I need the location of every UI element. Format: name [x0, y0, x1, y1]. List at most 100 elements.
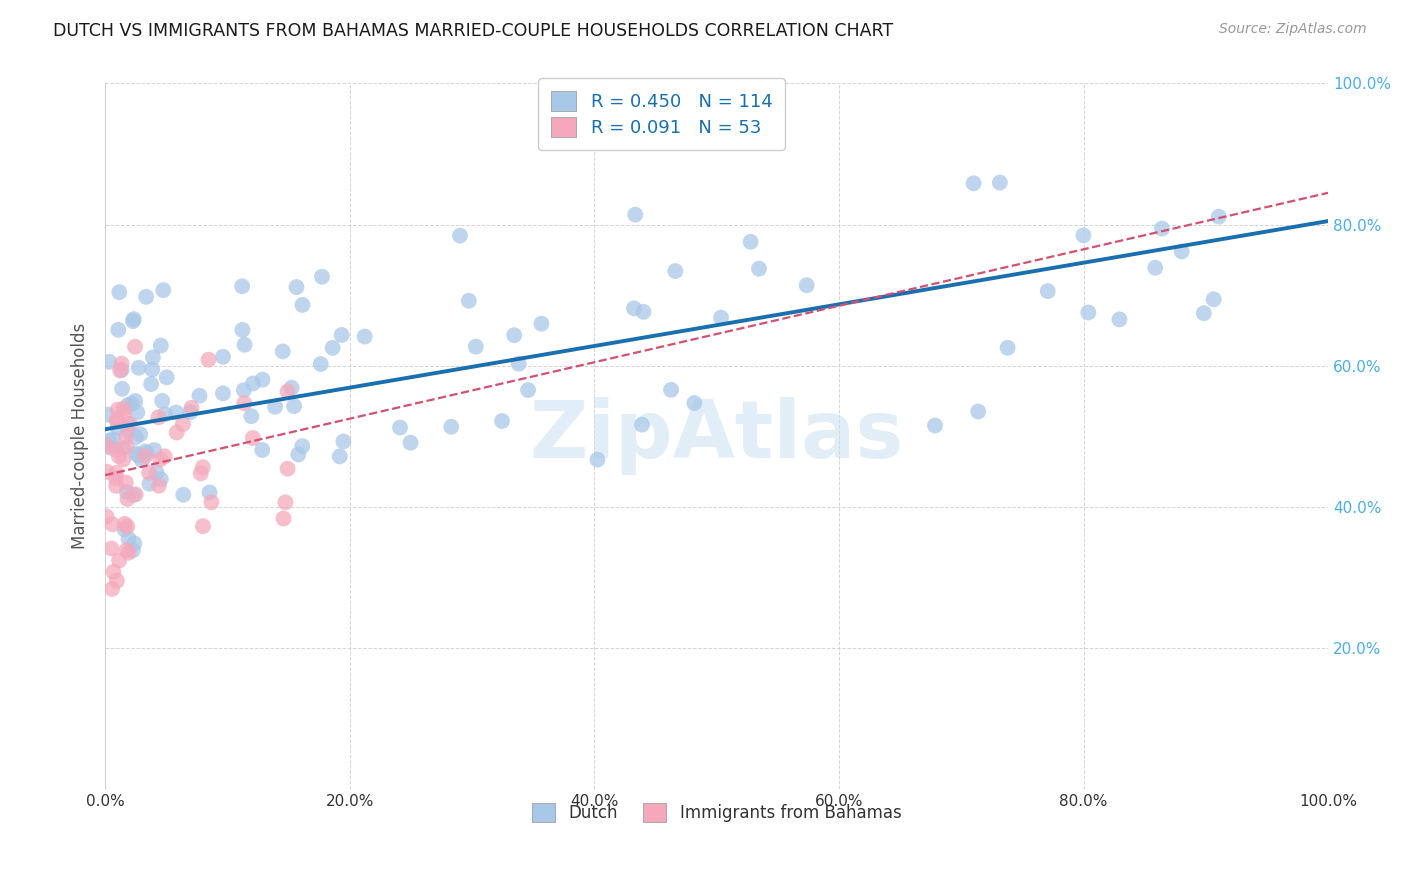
Point	[112, 401, 135, 416]
Point	[129, 427, 152, 442]
Point	[508, 357, 530, 371]
Point	[683, 396, 706, 410]
Point	[124, 394, 146, 409]
Point	[108, 285, 131, 300]
Point	[98, 434, 121, 448]
Point	[111, 442, 134, 456]
Point	[1108, 312, 1130, 326]
Point	[264, 400, 287, 414]
Point	[166, 425, 188, 440]
Point	[122, 488, 145, 502]
Point	[115, 430, 138, 444]
Point	[131, 453, 153, 467]
Point	[332, 434, 354, 449]
Point	[232, 383, 254, 397]
Point	[122, 314, 145, 328]
Point	[287, 447, 309, 461]
Point	[631, 417, 654, 432]
Point	[114, 516, 136, 531]
Point	[309, 357, 332, 371]
Point	[117, 491, 139, 506]
Point	[117, 532, 139, 546]
Point	[105, 479, 128, 493]
Point	[190, 467, 212, 481]
Point	[277, 461, 299, 475]
Point	[200, 495, 222, 509]
Point	[122, 312, 145, 326]
Point	[105, 466, 128, 480]
Point	[153, 407, 176, 421]
Point	[115, 440, 138, 454]
Point	[1170, 244, 1192, 259]
Point	[291, 298, 314, 312]
Point	[212, 386, 235, 401]
Point	[98, 441, 121, 455]
Text: DUTCH VS IMMIGRANTS FROM BAHAMAS MARRIED-COUPLE HOUSEHOLDS CORRELATION CHART: DUTCH VS IMMIGRANTS FROM BAHAMAS MARRIED…	[53, 22, 894, 40]
Point	[127, 405, 149, 419]
Point	[271, 344, 294, 359]
Point	[659, 383, 682, 397]
Point	[135, 446, 157, 460]
Point	[105, 414, 128, 428]
Point	[740, 235, 762, 249]
Text: ZipAtlas: ZipAtlas	[530, 397, 904, 475]
Point	[152, 283, 174, 297]
Point	[1077, 305, 1099, 319]
Text: Source: ZipAtlas.com: Source: ZipAtlas.com	[1219, 22, 1367, 37]
Point	[1192, 306, 1215, 320]
Point	[117, 424, 139, 438]
Point	[180, 401, 202, 415]
Point	[112, 522, 135, 536]
Point	[115, 485, 138, 500]
Point	[242, 376, 264, 391]
Point	[191, 519, 214, 533]
Point	[165, 405, 187, 419]
Point	[125, 446, 148, 460]
Point	[121, 397, 143, 411]
Point	[291, 439, 314, 453]
Point	[104, 471, 127, 485]
Point	[139, 377, 162, 392]
Point	[110, 357, 132, 371]
Point	[108, 449, 131, 463]
Point	[125, 487, 148, 501]
Point	[1036, 284, 1059, 298]
Point	[1150, 221, 1173, 235]
Point	[149, 472, 172, 486]
Point	[103, 565, 125, 579]
Point	[124, 536, 146, 550]
Point	[274, 495, 297, 509]
Point	[121, 543, 143, 558]
Point	[107, 420, 129, 434]
Point	[277, 384, 299, 399]
Point	[710, 310, 733, 325]
Point	[107, 323, 129, 337]
Point	[330, 328, 353, 343]
Point	[1202, 293, 1225, 307]
Point	[233, 338, 256, 352]
Point	[179, 405, 201, 419]
Point	[231, 323, 253, 337]
Point	[112, 408, 135, 422]
Point	[329, 450, 352, 464]
Point	[457, 293, 479, 308]
Point	[128, 360, 150, 375]
Point	[150, 393, 173, 408]
Point	[141, 362, 163, 376]
Point	[127, 449, 149, 463]
Point	[118, 417, 141, 431]
Point	[108, 363, 131, 377]
Point	[114, 475, 136, 490]
Point	[145, 466, 167, 480]
Point	[134, 449, 156, 463]
Point	[96, 465, 118, 479]
Point	[115, 543, 138, 558]
Point	[273, 511, 295, 525]
Point	[464, 340, 486, 354]
Point	[101, 517, 124, 532]
Point	[96, 509, 118, 524]
Point	[153, 450, 176, 464]
Point	[962, 176, 984, 190]
Point	[124, 340, 146, 354]
Point	[111, 363, 134, 377]
